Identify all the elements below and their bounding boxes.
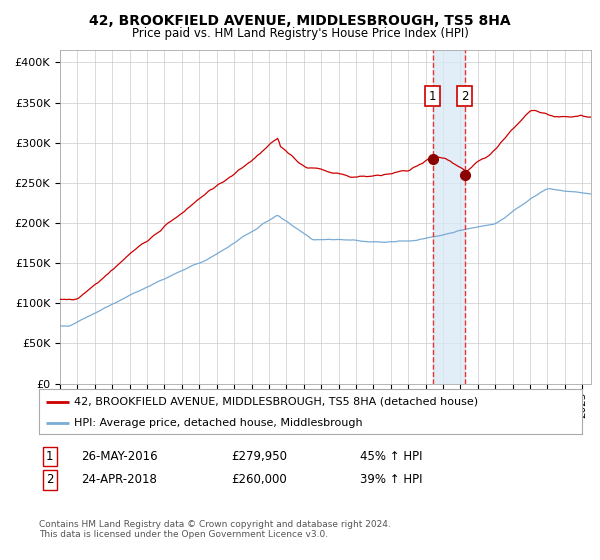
- Text: Contains HM Land Registry data © Crown copyright and database right 2024.
This d: Contains HM Land Registry data © Crown c…: [39, 520, 391, 539]
- Text: 2: 2: [46, 473, 53, 487]
- Text: 39% ↑ HPI: 39% ↑ HPI: [360, 473, 422, 487]
- Text: 26-MAY-2016: 26-MAY-2016: [81, 450, 158, 463]
- Text: 1: 1: [46, 450, 53, 463]
- Text: 45% ↑ HPI: 45% ↑ HPI: [360, 450, 422, 463]
- Text: 42, BROOKFIELD AVENUE, MIDDLESBROUGH, TS5 8HA: 42, BROOKFIELD AVENUE, MIDDLESBROUGH, TS…: [89, 14, 511, 28]
- Text: HPI: Average price, detached house, Middlesbrough: HPI: Average price, detached house, Midd…: [74, 418, 363, 428]
- Text: 24-APR-2018: 24-APR-2018: [81, 473, 157, 487]
- Text: 42, BROOKFIELD AVENUE, MIDDLESBROUGH, TS5 8HA (detached house): 42, BROOKFIELD AVENUE, MIDDLESBROUGH, TS…: [74, 396, 478, 407]
- Text: £260,000: £260,000: [231, 473, 287, 487]
- Text: 1: 1: [429, 90, 436, 102]
- Text: £279,950: £279,950: [231, 450, 287, 463]
- Bar: [433, 50, 465, 384]
- Text: 2: 2: [461, 90, 469, 102]
- Text: Price paid vs. HM Land Registry's House Price Index (HPI): Price paid vs. HM Land Registry's House …: [131, 27, 469, 40]
